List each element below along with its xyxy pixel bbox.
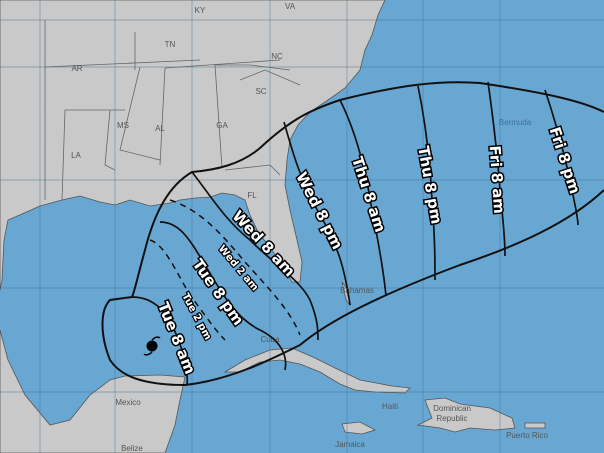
puerto-rico (524, 422, 546, 429)
label-cuba: Cuba (260, 335, 280, 344)
label-ms: MS (117, 121, 129, 130)
track-line-tue-2pm (149, 239, 226, 341)
label-ar: AR (71, 64, 82, 73)
label-republic: Republic (436, 414, 467, 423)
label-puerto-rico: Puerto Rico (506, 431, 548, 440)
label-dominican: Dominican (433, 404, 471, 413)
state-borders (44, 20, 301, 201)
track-line-tue-8pm (159, 221, 287, 371)
label-va: VA (285, 2, 296, 11)
track-line-wed-8pm (283, 121, 351, 306)
track-line-wed-8am (191, 171, 319, 341)
track-line-thu-8am (339, 99, 387, 297)
cone-outline (101, 81, 604, 387)
forecast-cone (101, 81, 604, 387)
hispaniola (416, 397, 516, 433)
label-jamaica: Jamaica (335, 440, 365, 449)
label-haiti: Haiti (382, 402, 398, 411)
label-bermuda: Bermuda (499, 118, 532, 127)
storm-position (143, 336, 161, 356)
label-fl: FL (247, 191, 257, 200)
hurricane-symbol-icon (146, 340, 158, 352)
label-belize: Belize (121, 444, 143, 453)
track-line-wed-2am (169, 199, 301, 336)
track-line-fri-8pm (544, 89, 579, 226)
label-la: LA (71, 151, 81, 160)
label-ky: KY (195, 6, 206, 15)
label-mexico: Mexico (115, 398, 141, 407)
place-labels: KY VA TN NC AR SC MS AL GA LA FL Bermuda… (71, 2, 548, 453)
label-sc: SC (255, 87, 266, 96)
label-nc: NC (271, 52, 283, 61)
label-bahamas: Bahamas (340, 286, 374, 295)
label-al: AL (155, 124, 165, 133)
track-line-tue-8am (131, 296, 189, 386)
jamaica (341, 421, 377, 435)
track-line-fri-8am (487, 81, 506, 257)
hurricane-symbol-arms (143, 336, 161, 356)
track-line-thu-8pm (417, 85, 436, 281)
land (0, 0, 546, 453)
label-tn: TN (165, 40, 176, 49)
us-mainland (0, 0, 386, 291)
label-ga: GA (216, 121, 228, 130)
mexico (0, 329, 186, 453)
